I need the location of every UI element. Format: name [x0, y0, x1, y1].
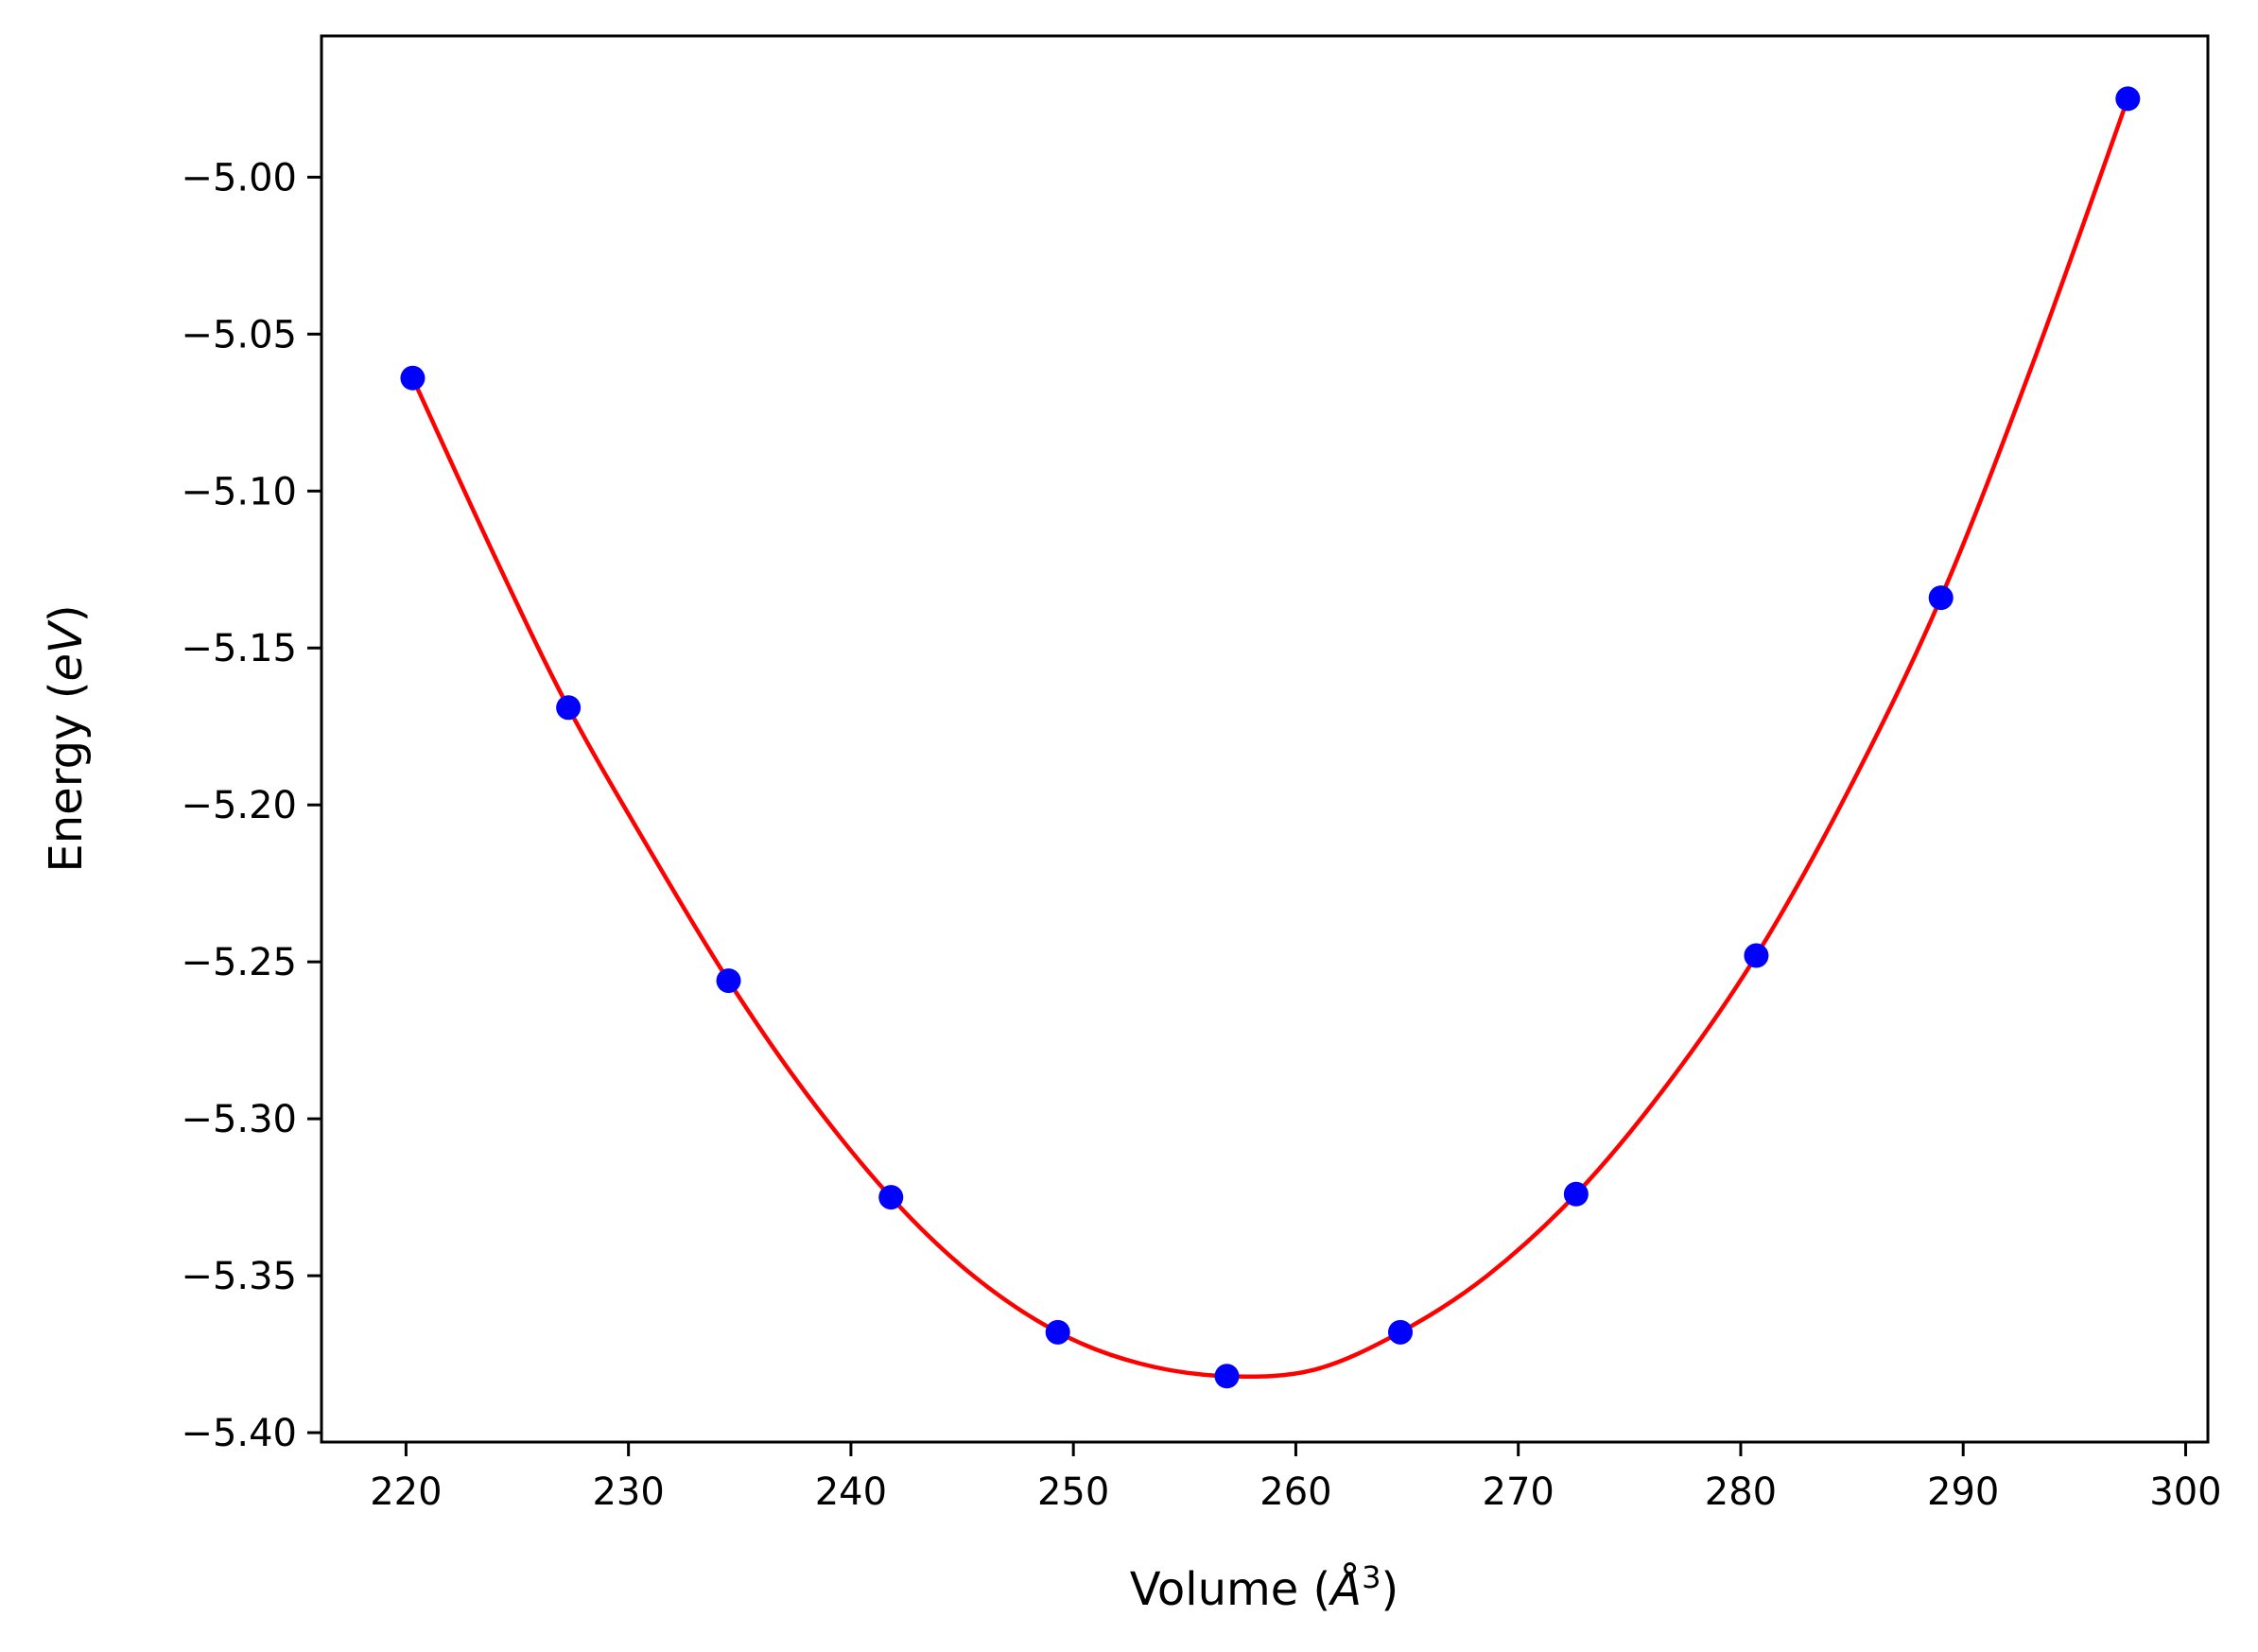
data-point: [1928, 585, 1954, 611]
y-axis: −5.00 −5.05 −5.10 −5.15 −5.20 −5.25 −5.30 −5.35…: [181, 156, 321, 1455]
data-point: [2115, 86, 2141, 112]
data-point: [716, 968, 741, 994]
data-point: [878, 1185, 904, 1210]
x-tick-label: 290: [1927, 1470, 1999, 1514]
y-tick-label: −5.30: [181, 1098, 297, 1141]
data-point: [1388, 1319, 1414, 1345]
y-tick-label: −5.40: [181, 1412, 297, 1455]
y-tick-label: −5.15: [181, 627, 297, 670]
x-tick-label: 280: [1705, 1470, 1777, 1514]
x-tick-label: 240: [815, 1470, 887, 1514]
data-point: [1744, 943, 1769, 968]
y-tick-label: −5.05: [181, 313, 297, 356]
fit-curve-line: [410, 97, 2130, 1380]
x-tick-label: 220: [370, 1470, 442, 1514]
y-tick-label: −5.35: [181, 1255, 297, 1298]
data-point: [1563, 1181, 1589, 1207]
data-point: [1045, 1319, 1070, 1345]
plot-area: [400, 86, 2141, 1389]
x-tick-label: 250: [1037, 1470, 1109, 1514]
x-tick-label: 300: [2149, 1470, 2221, 1514]
y-tick-label: −5.10: [181, 470, 297, 513]
x-tick-label: 260: [1259, 1470, 1331, 1514]
x-axis-label: Volume (Å3): [1130, 1559, 1398, 1616]
x-tick-label: 270: [1483, 1470, 1555, 1514]
plot-frame: [320, 34, 2210, 1444]
x-tick-label: 230: [592, 1470, 664, 1514]
y-tick-label: −5.00: [181, 156, 297, 200]
x-axis: 220 230 240 250 260 270 280 290 300: [370, 1442, 2222, 1514]
data-point: [400, 365, 426, 391]
y-tick-label: −5.20: [181, 784, 297, 827]
data-point: [1214, 1364, 1240, 1389]
y-axis-label: Energy (eV): [40, 604, 93, 872]
y-tick-label: −5.25: [181, 941, 297, 984]
data-point: [556, 695, 582, 721]
